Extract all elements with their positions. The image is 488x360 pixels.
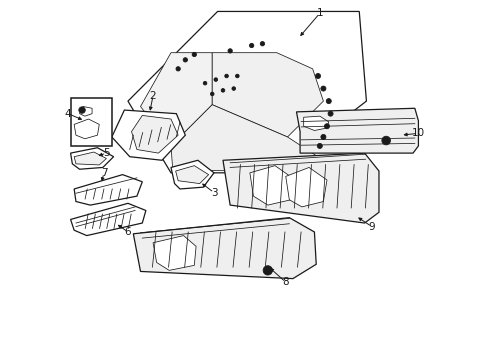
Circle shape [320,86,325,91]
Circle shape [210,92,214,96]
Circle shape [381,136,389,145]
Text: 6: 6 [124,227,131,237]
Text: 3: 3 [210,188,217,198]
Circle shape [224,74,228,78]
Polygon shape [131,116,178,153]
Polygon shape [74,175,142,205]
Polygon shape [70,203,145,235]
Polygon shape [128,12,366,173]
Text: 8: 8 [282,277,288,287]
Text: 4: 4 [64,109,71,119]
Circle shape [192,52,196,57]
Polygon shape [80,107,92,116]
Circle shape [183,58,187,62]
Polygon shape [285,167,326,207]
Text: 5: 5 [103,148,109,158]
Circle shape [227,49,232,53]
Text: 1: 1 [316,8,323,18]
Text: 2: 2 [149,91,156,101]
Circle shape [203,81,206,85]
Polygon shape [249,166,292,205]
Polygon shape [140,53,212,146]
Polygon shape [74,119,99,139]
Polygon shape [70,148,113,169]
Polygon shape [212,53,323,137]
Circle shape [249,43,253,48]
Circle shape [317,143,322,148]
Polygon shape [223,153,378,223]
Bar [70,98,112,146]
Polygon shape [171,105,323,171]
Circle shape [260,41,264,46]
Polygon shape [133,218,316,279]
Polygon shape [112,110,185,160]
Circle shape [315,73,320,78]
Circle shape [327,111,332,116]
Polygon shape [303,116,328,131]
Circle shape [263,266,272,275]
Circle shape [176,67,180,71]
Circle shape [79,107,85,113]
Polygon shape [74,152,106,165]
Polygon shape [296,108,418,153]
Circle shape [320,134,325,139]
Polygon shape [153,235,196,270]
Text: 10: 10 [411,129,424,138]
Text: 9: 9 [368,222,374,231]
Circle shape [214,78,217,81]
Circle shape [231,87,235,90]
Circle shape [221,89,224,92]
Text: 7: 7 [101,168,107,178]
Polygon shape [171,160,214,189]
Polygon shape [175,166,208,184]
Circle shape [235,74,239,78]
Circle shape [324,124,329,129]
Circle shape [325,99,330,104]
